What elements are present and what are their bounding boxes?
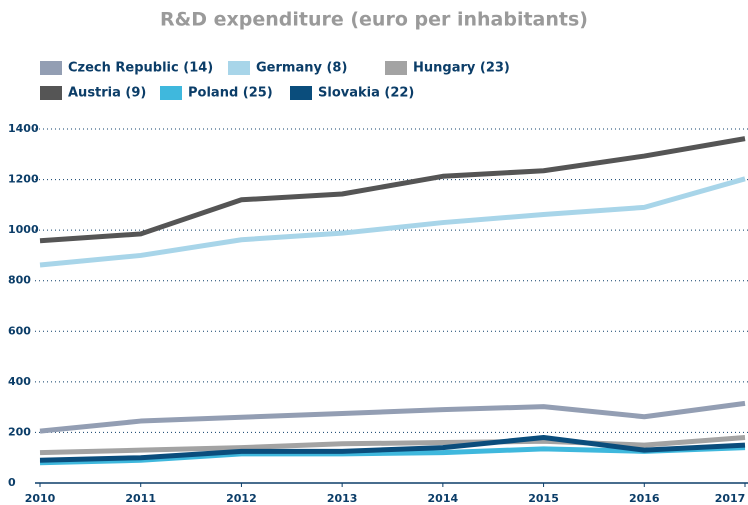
y-tick-label: 1400 bbox=[8, 122, 39, 135]
y-tick-label: 600 bbox=[8, 324, 31, 337]
x-tick-label: 2014 bbox=[428, 492, 459, 505]
legend-label: Hungary (23) bbox=[413, 61, 510, 76]
x-tick-label: 2015 bbox=[528, 492, 559, 505]
legend-label: Poland (25) bbox=[188, 86, 273, 101]
y-tick-label: 1200 bbox=[8, 173, 39, 186]
x-tick-label: 2012 bbox=[226, 492, 257, 505]
y-tick-label: 200 bbox=[8, 425, 31, 438]
legend-swatch bbox=[40, 86, 62, 100]
series-line bbox=[39, 400, 746, 434]
legend-swatch bbox=[40, 61, 62, 75]
legend-label: Austria (9) bbox=[68, 86, 146, 101]
x-tick-label: 2017 bbox=[715, 492, 746, 505]
y-tick-label: 1000 bbox=[8, 223, 39, 236]
legend-swatch bbox=[290, 86, 312, 100]
legend-label: Slovakia (22) bbox=[318, 86, 414, 101]
x-tick-label: 2016 bbox=[629, 492, 660, 505]
x-tick-label: 2011 bbox=[125, 492, 156, 505]
legend-swatch bbox=[228, 61, 250, 75]
legend-label: Czech Republic (14) bbox=[68, 61, 213, 76]
series-line bbox=[39, 176, 746, 268]
chart-title: R&D expenditure (euro per inhabitants) bbox=[160, 9, 588, 31]
legend-label: Germany (8) bbox=[256, 61, 347, 76]
series-line bbox=[39, 136, 746, 244]
legend-swatch bbox=[160, 86, 182, 100]
series-line bbox=[39, 434, 746, 456]
y-tick-label: 0 bbox=[8, 476, 16, 489]
x-tick-label: 2013 bbox=[327, 492, 358, 505]
y-tick-label: 800 bbox=[8, 274, 31, 287]
series-line bbox=[39, 434, 746, 463]
legend-swatch bbox=[385, 61, 407, 75]
x-tick-label: 2010 bbox=[25, 492, 56, 505]
y-tick-label: 400 bbox=[8, 375, 31, 388]
series-line bbox=[39, 445, 746, 466]
